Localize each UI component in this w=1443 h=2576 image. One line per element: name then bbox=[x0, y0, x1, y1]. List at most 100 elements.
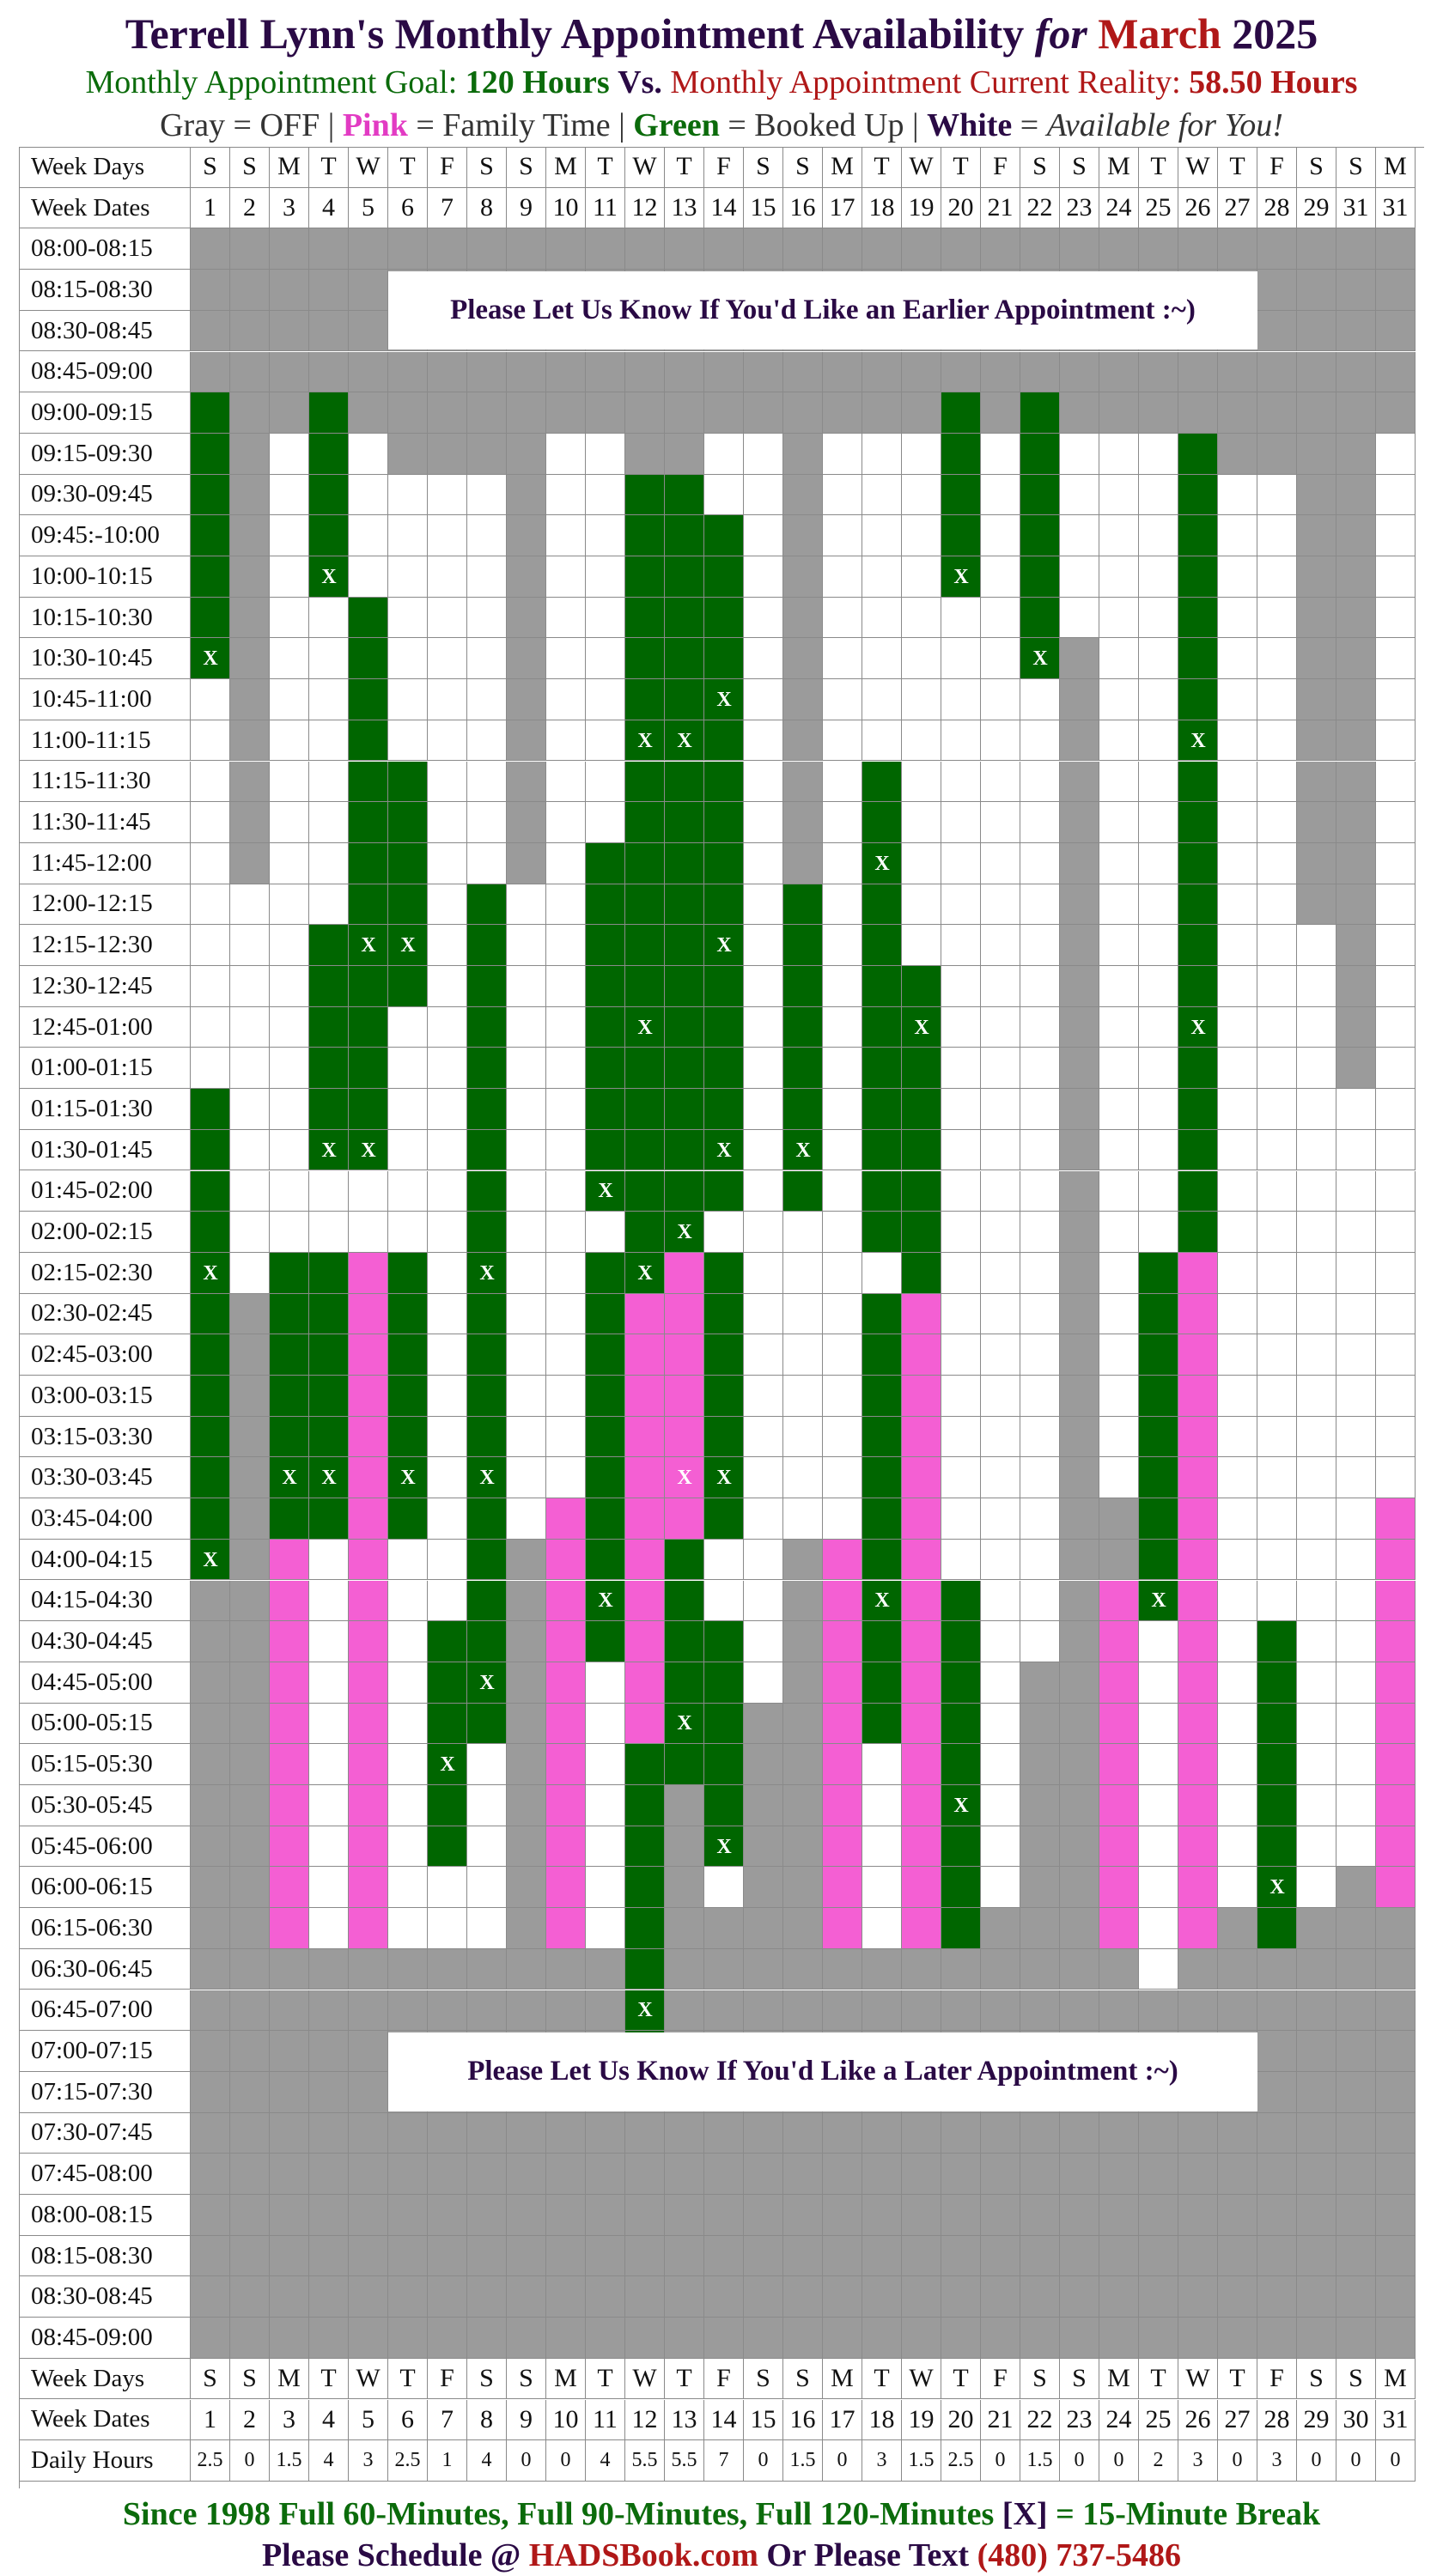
slot-available[interactable] bbox=[1060, 515, 1099, 556]
slot-available[interactable] bbox=[1020, 1334, 1060, 1376]
slot-available[interactable] bbox=[902, 515, 941, 556]
slot-available[interactable] bbox=[1336, 1498, 1376, 1540]
slot-available[interactable] bbox=[428, 1580, 467, 1622]
slot-available[interactable] bbox=[388, 638, 428, 680]
slot-available[interactable] bbox=[586, 1212, 625, 1253]
slot-available[interactable] bbox=[1218, 1089, 1257, 1130]
slot-available[interactable] bbox=[230, 1170, 270, 1212]
slot-available[interactable] bbox=[546, 1170, 586, 1212]
footer-phone[interactable]: (480) 737-5486 bbox=[977, 2537, 1182, 2573]
slot-available[interactable] bbox=[823, 1006, 862, 1048]
slot-available[interactable] bbox=[428, 966, 467, 1007]
slot-available[interactable] bbox=[546, 556, 586, 598]
slot-available[interactable] bbox=[546, 1416, 586, 1458]
slot-available[interactable] bbox=[1139, 1785, 1178, 1826]
slot-available[interactable] bbox=[270, 802, 309, 843]
slot-available[interactable] bbox=[981, 1457, 1020, 1499]
slot-available[interactable] bbox=[1218, 1826, 1257, 1868]
slot-available[interactable] bbox=[428, 515, 467, 556]
slot-available[interactable] bbox=[902, 761, 941, 803]
slot-available[interactable] bbox=[1376, 597, 1416, 639]
slot-available[interactable] bbox=[1297, 1867, 1336, 1909]
slot-available[interactable] bbox=[1257, 1334, 1297, 1376]
slot-available[interactable] bbox=[546, 1006, 586, 1048]
slot-available[interactable] bbox=[823, 638, 862, 680]
slot-available[interactable] bbox=[744, 1580, 783, 1622]
slot-available[interactable] bbox=[1376, 842, 1416, 884]
slot-available[interactable] bbox=[1218, 1334, 1257, 1376]
slot-available[interactable] bbox=[1218, 720, 1257, 762]
slot-available[interactable] bbox=[586, 1703, 625, 1745]
slot-available[interactable] bbox=[1020, 1376, 1060, 1417]
slot-available[interactable] bbox=[744, 966, 783, 1007]
slot-available[interactable] bbox=[1376, 720, 1416, 762]
slot-available[interactable] bbox=[507, 1376, 546, 1417]
slot-available[interactable] bbox=[1139, 1129, 1178, 1171]
slot-available[interactable] bbox=[823, 515, 862, 556]
slot-available[interactable] bbox=[941, 884, 981, 926]
slot-available[interactable] bbox=[902, 638, 941, 680]
slot-available[interactable] bbox=[902, 884, 941, 926]
slot-available[interactable] bbox=[704, 1580, 744, 1622]
slot-available[interactable] bbox=[744, 597, 783, 639]
slot-available[interactable] bbox=[823, 1212, 862, 1253]
slot-available[interactable] bbox=[744, 1212, 783, 1253]
slot-available[interactable] bbox=[1020, 1129, 1060, 1171]
slot-available[interactable] bbox=[309, 1744, 349, 1785]
slot-available[interactable] bbox=[388, 1089, 428, 1130]
slot-available[interactable] bbox=[981, 1416, 1020, 1458]
slot-available[interactable] bbox=[1020, 720, 1060, 762]
slot-available[interactable] bbox=[1218, 556, 1257, 598]
slot-available[interactable] bbox=[744, 1621, 783, 1662]
slot-available[interactable] bbox=[1297, 1498, 1336, 1540]
slot-available[interactable] bbox=[1218, 474, 1257, 516]
slot-available[interactable] bbox=[981, 761, 1020, 803]
slot-available[interactable] bbox=[1218, 1621, 1257, 1662]
slot-available[interactable] bbox=[349, 433, 388, 475]
slot-available[interactable] bbox=[309, 1212, 349, 1253]
slot-available[interactable] bbox=[744, 1048, 783, 1090]
slot-available[interactable] bbox=[862, 638, 902, 680]
slot-available[interactable] bbox=[1139, 1089, 1178, 1130]
slot-available[interactable] bbox=[388, 474, 428, 516]
slot-available[interactable] bbox=[1139, 1621, 1178, 1662]
slot-available[interactable] bbox=[546, 1129, 586, 1171]
slot-available[interactable] bbox=[744, 1293, 783, 1335]
slot-available[interactable] bbox=[704, 1867, 744, 1909]
slot-available[interactable] bbox=[546, 597, 586, 639]
slot-available[interactable] bbox=[744, 802, 783, 843]
slot-available[interactable] bbox=[1139, 802, 1178, 843]
slot-available[interactable] bbox=[1376, 556, 1416, 598]
slot-available[interactable] bbox=[428, 884, 467, 926]
slot-available[interactable] bbox=[428, 638, 467, 680]
slot-available[interactable] bbox=[507, 1457, 546, 1499]
slot-available[interactable] bbox=[1336, 1703, 1376, 1745]
slot-available[interactable] bbox=[507, 1170, 546, 1212]
slot-available[interactable] bbox=[1020, 1457, 1060, 1499]
slot-available[interactable] bbox=[1257, 638, 1297, 680]
slot-available[interactable] bbox=[1336, 1457, 1376, 1499]
slot-available[interactable] bbox=[546, 925, 586, 966]
slot-available[interactable] bbox=[981, 1334, 1020, 1376]
slot-available[interactable] bbox=[1218, 884, 1257, 926]
slot-available[interactable] bbox=[941, 966, 981, 1007]
slot-available[interactable] bbox=[744, 884, 783, 926]
slot-available[interactable] bbox=[981, 1662, 1020, 1704]
slot-available[interactable] bbox=[1376, 433, 1416, 475]
slot-available[interactable] bbox=[1376, 1089, 1416, 1130]
slot-available[interactable] bbox=[862, 515, 902, 556]
slot-available[interactable] bbox=[467, 597, 507, 639]
slot-available[interactable] bbox=[1297, 1703, 1336, 1745]
slot-available[interactable] bbox=[941, 1252, 981, 1294]
slot-available[interactable] bbox=[1297, 966, 1336, 1007]
slot-available[interactable] bbox=[1257, 474, 1297, 516]
slot-available[interactable] bbox=[428, 1212, 467, 1253]
slot-available[interactable] bbox=[191, 1048, 230, 1090]
slot-available[interactable] bbox=[1336, 1662, 1376, 1704]
slot-available[interactable] bbox=[744, 433, 783, 475]
slot-available[interactable] bbox=[862, 1867, 902, 1909]
slot-available[interactable] bbox=[270, 761, 309, 803]
slot-available[interactable] bbox=[1099, 433, 1139, 475]
slot-available[interactable] bbox=[941, 1498, 981, 1540]
slot-available[interactable] bbox=[1376, 515, 1416, 556]
